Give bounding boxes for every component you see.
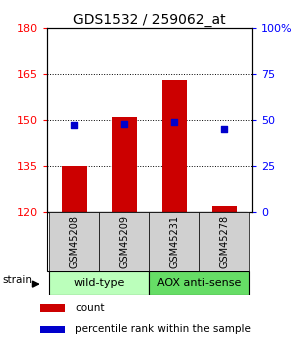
Bar	[49, 271, 149, 295]
Text: AOX anti-sense: AOX anti-sense	[157, 278, 242, 288]
Point	[72, 123, 76, 128]
Text: GSM45208: GSM45208	[69, 215, 79, 268]
Text: percentile rank within the sample: percentile rank within the sample	[75, 325, 251, 334]
Bar	[112, 117, 137, 212]
Text: GSM45209: GSM45209	[119, 215, 129, 268]
Bar	[99, 212, 149, 271]
Bar	[149, 271, 250, 295]
Bar	[162, 80, 187, 212]
Bar	[212, 206, 237, 212]
Point	[172, 119, 177, 125]
Point	[122, 121, 127, 126]
Text: strain: strain	[2, 276, 32, 285]
Bar	[40, 326, 64, 333]
Text: GSM45278: GSM45278	[219, 215, 230, 268]
Bar	[200, 212, 250, 271]
Bar	[49, 212, 99, 271]
Title: GDS1532 / 259062_at: GDS1532 / 259062_at	[73, 12, 226, 27]
Point	[222, 126, 227, 132]
Text: count: count	[75, 303, 105, 313]
Text: wild-type: wild-type	[74, 278, 125, 288]
Text: GSM45231: GSM45231	[169, 215, 179, 268]
Bar	[61, 166, 87, 212]
Bar	[40, 304, 64, 312]
Bar	[149, 212, 200, 271]
